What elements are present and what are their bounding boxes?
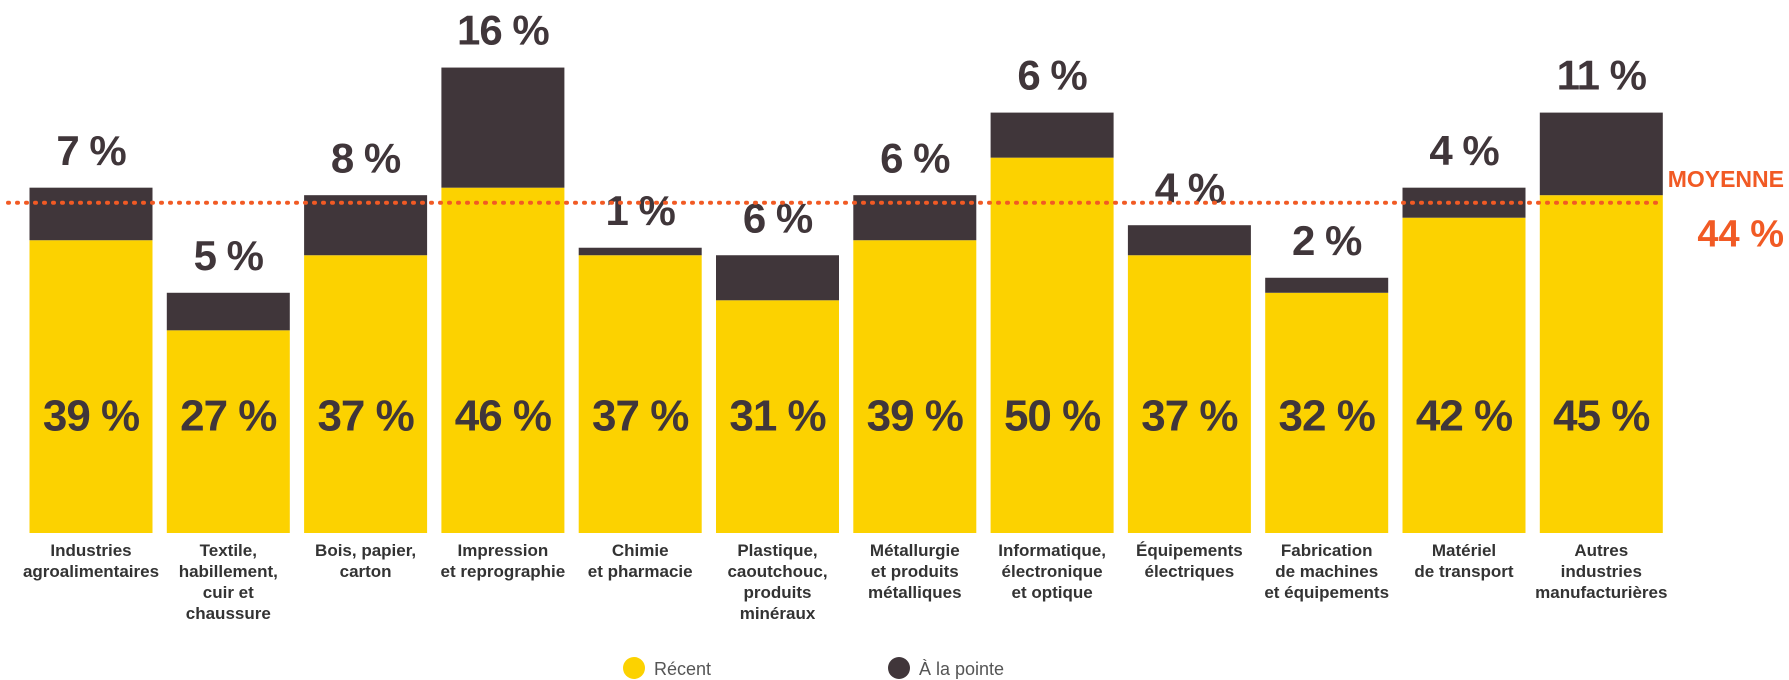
bar-segment bbox=[166, 292, 290, 331]
bar-segment bbox=[716, 300, 839, 533]
category-label: Autres industries manufacturières bbox=[1535, 541, 1668, 602]
bar-segment bbox=[166, 330, 290, 533]
category-label: Matériel de transport bbox=[1414, 541, 1514, 581]
bar-segment bbox=[1127, 255, 1251, 533]
bar-segment bbox=[1539, 112, 1663, 196]
bar-segment bbox=[1265, 292, 1389, 533]
bar-segment bbox=[716, 255, 839, 301]
category-label: Plastique, caoutchouc, produits minéraux bbox=[727, 541, 828, 623]
top-value-label: 7 % bbox=[56, 127, 126, 174]
inner-value-label: 31 % bbox=[729, 392, 825, 441]
top-value-label: 11 % bbox=[1557, 52, 1647, 99]
top-value-label: 6 % bbox=[1017, 52, 1087, 99]
top-value-label: 2 % bbox=[1292, 217, 1362, 264]
category-label: Bois, papier, carton bbox=[315, 541, 417, 581]
bar-segment bbox=[1539, 195, 1663, 533]
bar-segment bbox=[853, 240, 977, 534]
top-value-label: 16 % bbox=[457, 7, 549, 54]
top-value-label: 8 % bbox=[331, 134, 401, 181]
bar-segment bbox=[1265, 277, 1389, 293]
bar-segment bbox=[29, 187, 153, 241]
bar-segment bbox=[304, 195, 428, 256]
inner-value-label: 32 % bbox=[1279, 392, 1375, 441]
top-value-label: 1 % bbox=[606, 187, 676, 234]
category-label: Métallurgie et produits métalliques bbox=[868, 541, 962, 602]
bar-segment bbox=[304, 255, 428, 533]
legend-marker bbox=[623, 657, 645, 679]
category-label: Impression et reprographie bbox=[440, 541, 566, 581]
bar-segment bbox=[990, 112, 1114, 158]
top-value-label: 5 % bbox=[194, 232, 264, 279]
inner-value-label: 37 % bbox=[1141, 392, 1237, 441]
bar-segment bbox=[1402, 217, 1526, 533]
category-label: Équipements électriques bbox=[1136, 541, 1243, 581]
legend-label: À la pointe bbox=[919, 659, 1004, 679]
inner-value-label: 39 % bbox=[867, 392, 963, 441]
legend-marker bbox=[888, 657, 910, 679]
top-value-label: 6 % bbox=[880, 134, 950, 181]
bar-segment bbox=[1127, 225, 1251, 256]
bar-segment bbox=[578, 247, 702, 256]
inner-value-label: 45 % bbox=[1553, 392, 1649, 441]
inner-value-label: 27 % bbox=[180, 392, 276, 441]
bar-segment bbox=[441, 67, 565, 188]
average-title: MOYENNE bbox=[1668, 166, 1784, 192]
category-label: Chimie et pharmacie bbox=[587, 541, 693, 581]
inner-value-label: 50 % bbox=[1004, 392, 1100, 441]
category-label: Informatique, électronique et optique bbox=[998, 541, 1106, 602]
inner-value-label: 37 % bbox=[317, 392, 413, 441]
inner-value-label: 42 % bbox=[1416, 392, 1512, 441]
inner-value-label: 46 % bbox=[455, 392, 551, 441]
bar-segment bbox=[990, 157, 1114, 533]
bar-segment bbox=[441, 187, 565, 533]
inner-value-label: 39 % bbox=[43, 392, 139, 441]
legend-label: Récent bbox=[654, 659, 711, 679]
bar-segment bbox=[29, 240, 153, 534]
category-label: Industries agroalimentaires bbox=[22, 541, 160, 581]
top-value-label: 4 % bbox=[1429, 127, 1499, 174]
category-label: Textile, habillement, cuir et chaussure bbox=[178, 541, 278, 623]
bar-segment bbox=[578, 255, 702, 533]
average-label: 44 % bbox=[1697, 214, 1784, 256]
category-label: Fabrication de machines et équipements bbox=[1264, 541, 1390, 602]
inner-value-label: 37 % bbox=[592, 392, 688, 441]
